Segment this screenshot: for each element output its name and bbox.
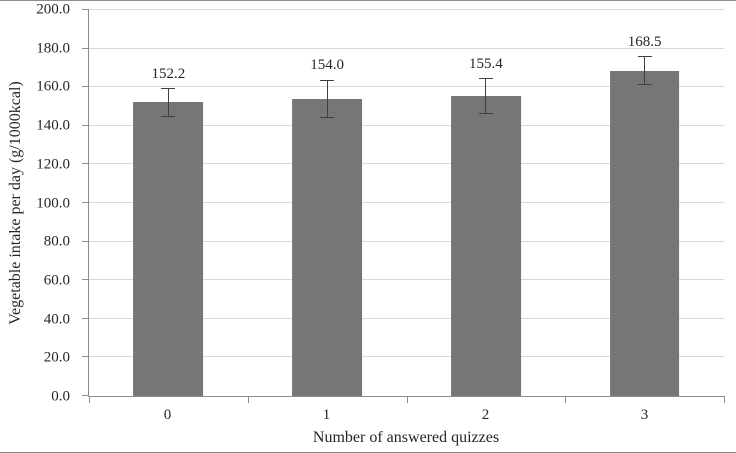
error-bar-part: [320, 117, 335, 119]
gridline: [89, 356, 724, 358]
y-axis-tick-mark: [82, 124, 89, 126]
gridline: [89, 317, 724, 319]
error-bar-part: [161, 87, 176, 89]
plot-area: 152.2 154.0 155.4 168.5: [82, 9, 725, 403]
gridline: [89, 240, 724, 242]
x-axis-tick-labels: 0 1 2 3: [88, 401, 724, 423]
error-bar-part: [161, 115, 176, 117]
y-axis-tick-label: 100.0: [36, 195, 70, 211]
y-axis-tick-mark: [82, 163, 89, 165]
bar-value-label: 154.0: [310, 57, 344, 74]
x-axis-tick-mark: [247, 396, 249, 403]
x-axis-tick-label: 1: [322, 407, 331, 423]
bar: [609, 70, 680, 396]
x-axis-tick-mark: [406, 396, 408, 403]
y-axis-tick-labels: 0.0 20.0 40.0 60.0 80.0 100.0 120.0 140.0 160.0 1…: [0, 2, 80, 404]
y-axis-tick-mark: [82, 9, 89, 10]
y-axis-tick-mark: [82, 279, 89, 281]
y-axis-tick-label: 180.0: [36, 40, 70, 57]
y-axis-tick-mark: [82, 202, 89, 203]
gridline: [89, 86, 724, 88]
x-axis-tick-label: 3: [640, 407, 649, 423]
gridline: [89, 124, 724, 126]
bar-group-2: 155.4: [407, 10, 566, 396]
error-bar: [161, 87, 176, 117]
error-bar-part: [478, 77, 493, 79]
bars-layer: 152.2 154.0 155.4 168.5: [89, 10, 724, 396]
y-axis-tick-label: 60.0: [43, 272, 70, 289]
y-axis-tick-mark: [82, 356, 89, 358]
gridline: [89, 279, 724, 281]
y-axis-tick-label: 20.0: [43, 349, 70, 366]
y-axis-tick-mark: [82, 86, 89, 88]
y-axis-tick-label: 40.0: [43, 311, 70, 328]
gridline: [89, 163, 724, 165]
x-axis-tick-label: 2: [481, 407, 490, 423]
y-axis-tick-mark: [82, 317, 89, 319]
error-bar-part: [320, 79, 335, 81]
x-axis-tick-mark: [565, 396, 567, 403]
y-axis-tick-mark: [82, 395, 89, 396]
bar: [450, 96, 521, 396]
y-axis-tick-label: 140.0: [36, 117, 70, 134]
error-bar: [478, 77, 493, 115]
x-axis-tick-mark: [89, 396, 90, 403]
y-axis-tick-mark: [82, 240, 89, 242]
gridline: [89, 202, 724, 203]
y-axis-tick-label: 80.0: [43, 233, 70, 250]
error-bar-part: [478, 113, 493, 115]
x-axis-tick-mark: [724, 396, 725, 403]
bar-group-3: 168.5: [565, 10, 724, 396]
error-bar-part: [485, 77, 487, 115]
error-bar-part: [326, 79, 328, 119]
error-bar: [637, 56, 652, 86]
bar: [133, 102, 204, 396]
y-axis-tick-label: 0.0: [51, 388, 70, 405]
bar: [292, 98, 363, 396]
x-axis-title: Number of answered quizzes: [312, 429, 500, 446]
error-bar: [320, 79, 335, 119]
y-axis-tick-mark: [82, 47, 89, 49]
error-bar-part: [644, 56, 646, 86]
error-bar-part: [637, 84, 652, 86]
y-axis-tick-label: 120.0: [36, 156, 70, 173]
bar-value-label: 152.2: [151, 65, 186, 82]
bar-group-1: 154.0: [248, 10, 407, 396]
bar-value-label: 168.5: [627, 34, 662, 51]
x-axis-tick-label: 0: [163, 407, 172, 423]
gridline: [89, 9, 724, 10]
gridline: [89, 47, 724, 49]
bar-group-0: 152.2: [89, 10, 248, 396]
bar-value-label: 155.4: [469, 55, 503, 72]
error-bar-part: [637, 56, 652, 58]
y-axis-tick-label: 160.0: [36, 78, 70, 95]
y-axis-tick-label: 200.0: [36, 1, 70, 18]
figure-top-border: [0, 0, 736, 1]
error-bar-part: [167, 87, 169, 117]
